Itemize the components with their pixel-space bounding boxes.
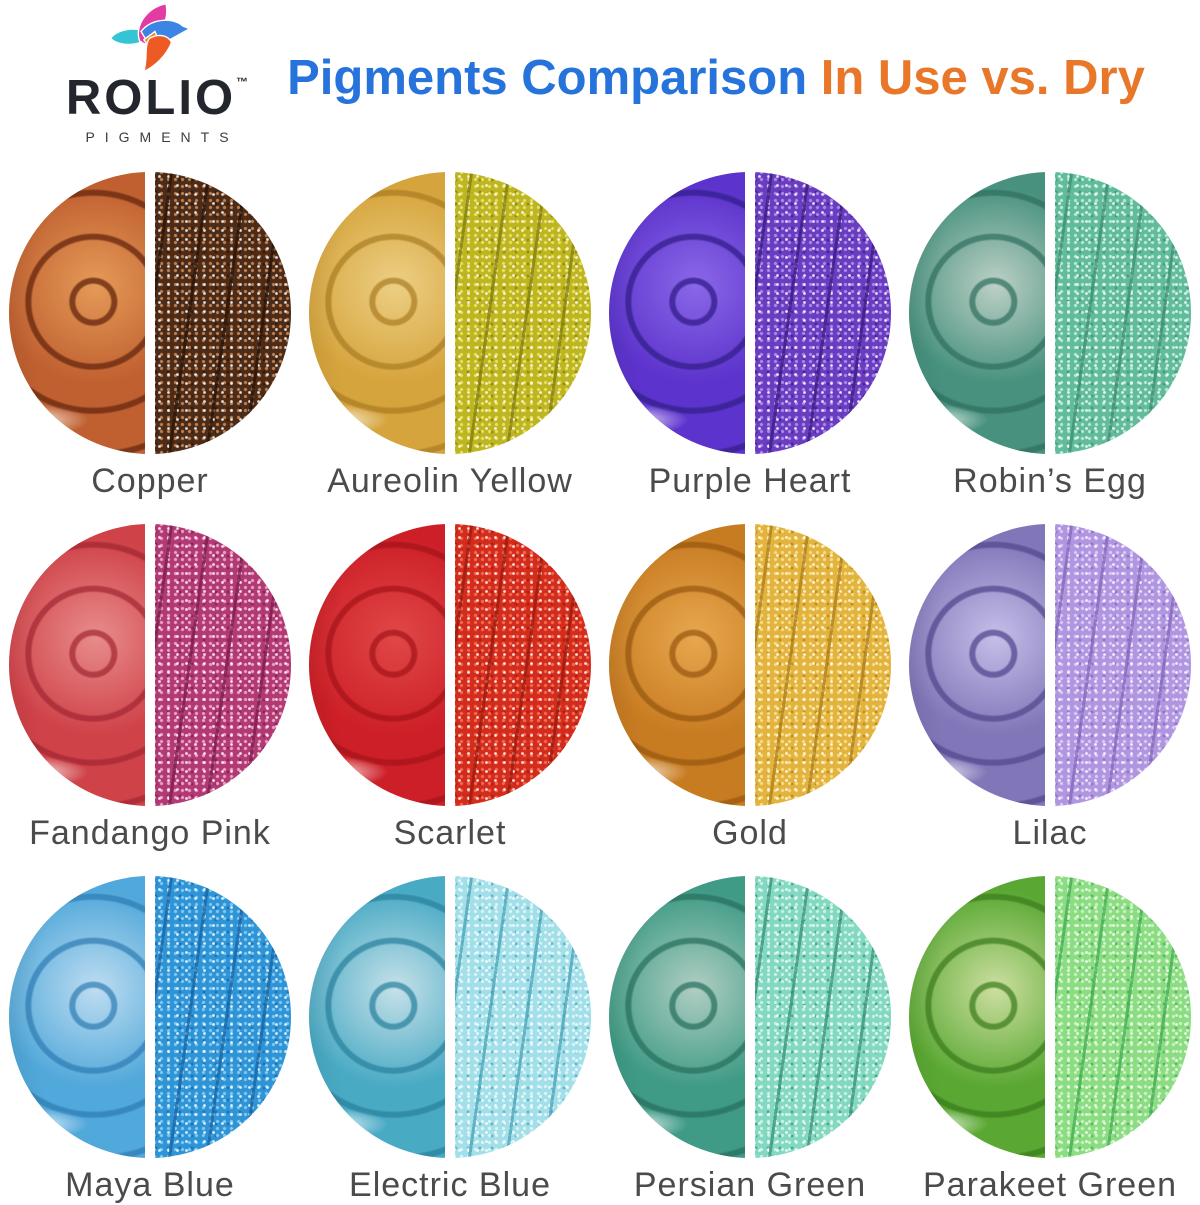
dry-half bbox=[155, 172, 291, 454]
pigment-circle bbox=[309, 524, 591, 806]
pigment-swatch-parakeet-green: Parakeet Green bbox=[909, 876, 1191, 1205]
dry-half bbox=[155, 876, 291, 1158]
dry-half bbox=[1055, 172, 1191, 454]
dry-half bbox=[755, 876, 891, 1158]
pigment-swatch-copper: Copper bbox=[9, 172, 291, 501]
pigment-circle bbox=[9, 876, 291, 1158]
brand-name: ROLIO bbox=[65, 71, 237, 125]
pigment-name: Maya Blue bbox=[65, 1166, 235, 1204]
pigment-swatch-purple-heart: Purple Heart bbox=[609, 172, 891, 501]
pigment-name: Parakeet Green bbox=[922, 1166, 1178, 1204]
title-comparison-text: Pigments Comparison bbox=[287, 51, 808, 105]
wet-half bbox=[609, 172, 745, 454]
wet-half bbox=[9, 524, 145, 806]
pigment-swatch-maya-blue: Maya Blue bbox=[9, 876, 291, 1205]
page-title: Pigments Comparison In Use vs. Dry bbox=[252, 51, 1180, 106]
trademark-symbol: ™ bbox=[236, 75, 249, 89]
wet-half bbox=[909, 524, 1045, 806]
pigment-circle bbox=[309, 876, 591, 1158]
pigment-name: Purple Heart bbox=[648, 462, 852, 500]
brand-wordmark: ROLIO™ bbox=[62, 74, 252, 123]
wet-half bbox=[309, 876, 445, 1158]
pigment-circle bbox=[9, 172, 291, 454]
wet-half bbox=[909, 172, 1045, 454]
brand-subtitle: PIGMENTS bbox=[85, 129, 239, 145]
pigment-name: Lilac bbox=[1012, 814, 1088, 852]
pigment-name: Aureolin Yellow bbox=[327, 462, 573, 500]
pigment-name: Robin’s Egg bbox=[953, 462, 1147, 500]
wet-half bbox=[309, 172, 445, 454]
pigment-swatch-electric-blue: Electric Blue bbox=[309, 876, 591, 1205]
pigment-circle bbox=[609, 172, 891, 454]
dry-half bbox=[755, 172, 891, 454]
pigment-swatch-fandango-pink: Fandango Pink bbox=[9, 524, 291, 853]
wet-half bbox=[9, 876, 145, 1158]
swatch-grid: Copper Aureolin Yellow Purple Heart Robi… bbox=[0, 172, 1200, 1204]
pigment-circle bbox=[609, 524, 891, 806]
pigment-circle bbox=[309, 172, 591, 454]
hummingbird-logo-icon bbox=[109, 2, 192, 72]
wet-half bbox=[609, 876, 745, 1158]
pigment-circle bbox=[909, 876, 1191, 1158]
pigment-name: Fandango Pink bbox=[29, 814, 271, 852]
dry-half bbox=[1055, 876, 1191, 1158]
wet-half bbox=[9, 172, 145, 454]
brand-logo: ROLIO™ PIGMENTS bbox=[62, 2, 252, 145]
dry-half bbox=[155, 524, 291, 806]
dry-half bbox=[1055, 524, 1191, 806]
pigment-swatch-robins-egg: Robin’s Egg bbox=[909, 172, 1191, 501]
pigment-swatch-aureolin-yellow: Aureolin Yellow bbox=[309, 172, 591, 501]
pigment-swatch-scarlet: Scarlet bbox=[309, 524, 591, 853]
pigment-name: Persian Green bbox=[633, 1166, 867, 1204]
wet-half bbox=[909, 876, 1045, 1158]
pigment-circle bbox=[909, 524, 1191, 806]
dry-half bbox=[455, 172, 591, 454]
pigment-swatch-lilac: Lilac bbox=[909, 524, 1191, 853]
pigment-swatch-gold: Gold bbox=[609, 524, 891, 853]
header: ROLIO™ PIGMENTS Pigments Comparison In U… bbox=[0, 0, 1200, 172]
pigment-name: Copper bbox=[91, 462, 209, 500]
title-inuse-vs-dry-text: In Use vs. Dry bbox=[820, 51, 1145, 105]
dry-half bbox=[455, 524, 591, 806]
pigment-swatch-persian-green: Persian Green bbox=[609, 876, 891, 1205]
pigment-circle bbox=[609, 876, 891, 1158]
pigment-name: Gold bbox=[712, 814, 788, 852]
pigment-name: Electric Blue bbox=[349, 1166, 551, 1204]
wet-half bbox=[309, 524, 445, 806]
dry-half bbox=[755, 524, 891, 806]
pigment-circle bbox=[909, 172, 1191, 454]
dry-half bbox=[455, 876, 591, 1158]
pigment-circle bbox=[9, 524, 291, 806]
wet-half bbox=[609, 524, 745, 806]
pigment-name: Scarlet bbox=[393, 814, 507, 852]
